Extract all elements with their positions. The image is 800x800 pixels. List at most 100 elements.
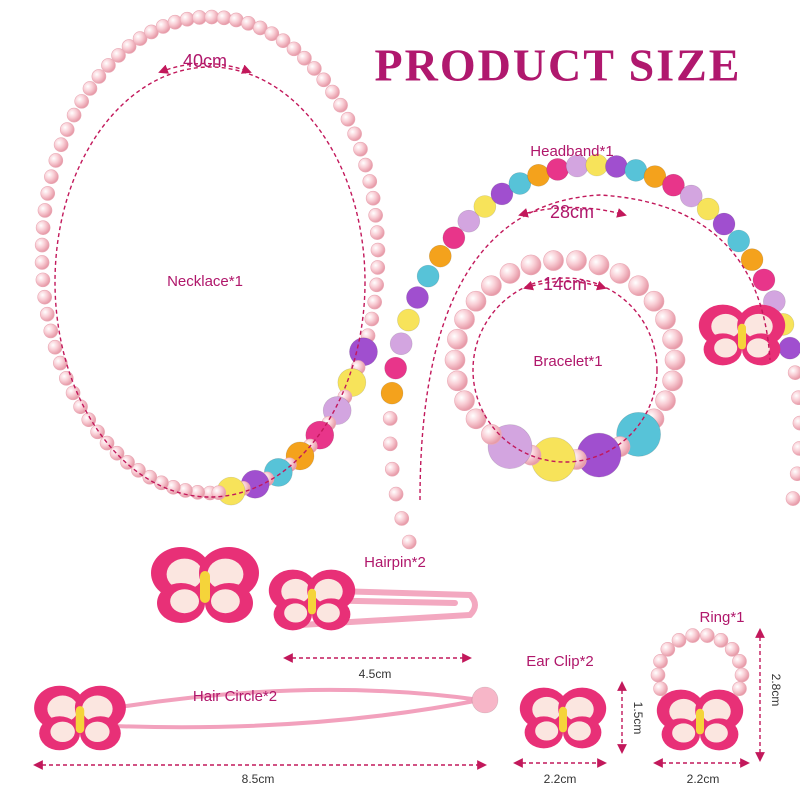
pearl bbox=[192, 10, 207, 25]
pearl bbox=[367, 294, 382, 310]
product-label: Hairpin*2 bbox=[364, 554, 426, 571]
size-label: 40cm bbox=[183, 51, 227, 71]
colored-bead bbox=[384, 356, 407, 380]
pearl bbox=[643, 290, 665, 312]
butterfly-body bbox=[559, 706, 567, 733]
wing-inner bbox=[669, 698, 699, 724]
pearl bbox=[40, 186, 56, 201]
hair-elastic bbox=[89, 687, 481, 730]
product-label: Headband*1 bbox=[530, 143, 613, 160]
pearl bbox=[653, 681, 668, 696]
pearl bbox=[286, 41, 302, 57]
butterfly-body bbox=[200, 571, 210, 603]
wing-inner bbox=[746, 338, 770, 358]
pearl bbox=[650, 667, 666, 683]
pearl bbox=[734, 667, 750, 683]
pearl bbox=[132, 31, 148, 46]
pearl bbox=[394, 511, 410, 526]
wing-inner bbox=[207, 558, 244, 590]
pearl bbox=[401, 534, 417, 550]
colored-bead bbox=[624, 159, 648, 182]
headband-arrow bbox=[518, 206, 627, 218]
colored-bead bbox=[442, 226, 466, 250]
jewelry-drawings bbox=[34, 9, 800, 751]
pearl bbox=[499, 263, 521, 284]
size-label: 4.5cm bbox=[359, 667, 392, 681]
pearl bbox=[732, 654, 747, 669]
pearl bbox=[81, 412, 97, 428]
pearl bbox=[48, 153, 64, 168]
colored-bead bbox=[397, 308, 420, 332]
pearl bbox=[358, 157, 373, 173]
wing-inner bbox=[50, 721, 75, 742]
pearl bbox=[671, 633, 687, 648]
colored-bead bbox=[679, 184, 703, 208]
colored-bead bbox=[712, 212, 736, 236]
pearl bbox=[131, 463, 146, 478]
butterfly-body bbox=[75, 706, 85, 734]
colored-bead bbox=[527, 163, 550, 187]
pearl bbox=[347, 126, 362, 142]
size-label: 1.5cm bbox=[631, 702, 645, 735]
colored-bead bbox=[389, 332, 413, 356]
pearl bbox=[454, 309, 475, 330]
pearl bbox=[724, 641, 740, 657]
pearl bbox=[685, 628, 701, 643]
wing-inner bbox=[166, 558, 203, 590]
pearl bbox=[543, 250, 564, 271]
pearl bbox=[101, 58, 116, 73]
butterfly-body bbox=[696, 708, 704, 735]
size-label: 28cm bbox=[550, 202, 594, 222]
wing-inner bbox=[532, 696, 562, 722]
pearl bbox=[109, 445, 125, 461]
pearl bbox=[53, 355, 68, 371]
colored-bead bbox=[662, 173, 685, 197]
wing-inner bbox=[672, 723, 696, 743]
pearl bbox=[73, 399, 88, 415]
wing-inner bbox=[211, 589, 240, 614]
pearl bbox=[340, 111, 356, 127]
product-label: Ear Clip*2 bbox=[526, 653, 594, 670]
pearl bbox=[307, 61, 322, 76]
pearl bbox=[382, 436, 398, 452]
pearl bbox=[228, 12, 244, 28]
pearl bbox=[74, 94, 89, 109]
wing-inner bbox=[313, 578, 343, 604]
colored-bead bbox=[727, 229, 750, 253]
colored-bead bbox=[406, 286, 429, 309]
bracelet-arrow bbox=[523, 280, 607, 291]
pearl bbox=[179, 11, 195, 27]
pearl bbox=[99, 435, 115, 451]
pearl bbox=[364, 311, 380, 327]
pearl bbox=[566, 250, 587, 271]
pearl bbox=[465, 408, 487, 430]
wing-inner bbox=[170, 589, 199, 614]
pearl bbox=[454, 390, 475, 411]
pearl bbox=[785, 491, 800, 506]
product-label: Bracelet*1 bbox=[533, 353, 602, 370]
product-label: Hair Circle*2 bbox=[193, 688, 277, 705]
pearl bbox=[34, 237, 50, 253]
pearl bbox=[353, 141, 368, 157]
pearl bbox=[655, 309, 676, 330]
pearl bbox=[66, 107, 82, 123]
pearl bbox=[384, 461, 400, 477]
butterfly bbox=[698, 304, 786, 366]
colored-bead bbox=[380, 381, 404, 405]
pearl bbox=[370, 260, 386, 275]
pearl bbox=[59, 122, 75, 137]
pearl bbox=[382, 411, 398, 426]
wing-inner bbox=[714, 338, 738, 358]
pearl bbox=[520, 254, 542, 276]
pearl bbox=[664, 349, 686, 371]
pearl bbox=[713, 633, 729, 648]
pearl bbox=[465, 290, 487, 312]
pearl bbox=[365, 190, 381, 206]
pearl bbox=[609, 263, 631, 284]
pearl bbox=[362, 174, 378, 189]
wing-inner bbox=[535, 721, 559, 741]
pearl bbox=[34, 255, 50, 270]
pearl bbox=[43, 323, 59, 339]
wing-inner bbox=[82, 695, 113, 723]
